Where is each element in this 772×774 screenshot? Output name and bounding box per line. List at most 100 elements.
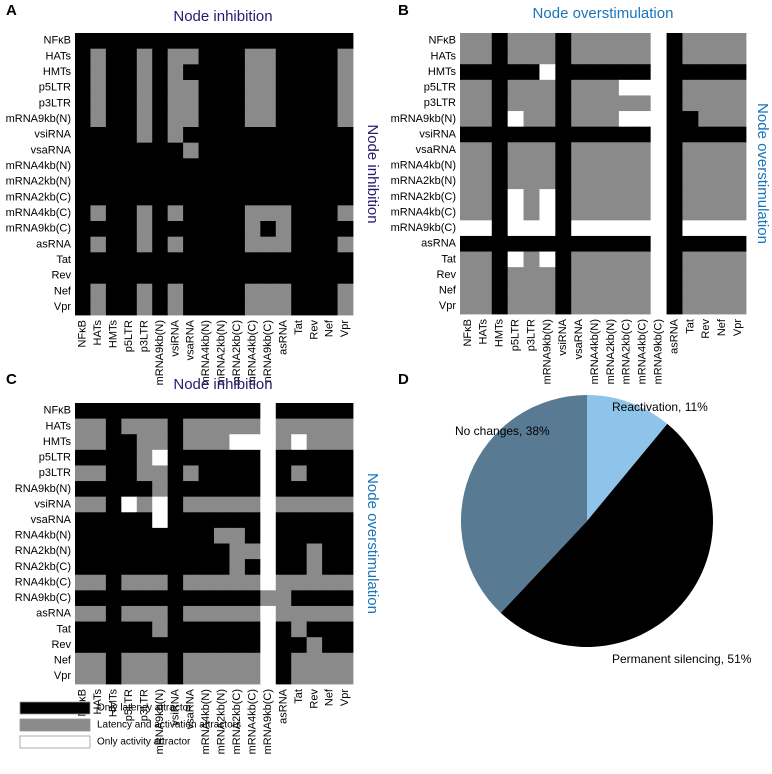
cell xyxy=(90,434,107,451)
cell xyxy=(198,527,215,544)
cell xyxy=(291,158,308,175)
cell xyxy=(167,543,184,560)
cell xyxy=(291,590,308,607)
cell xyxy=(229,590,246,607)
cell xyxy=(539,173,556,190)
cell xyxy=(152,95,169,112)
y-tick-label: mRNA9kb(N) xyxy=(6,113,71,125)
cell xyxy=(523,204,540,221)
cell xyxy=(167,236,184,253)
cell xyxy=(714,189,731,206)
cell xyxy=(491,48,509,65)
cell xyxy=(306,189,323,206)
cell xyxy=(105,590,122,607)
cell xyxy=(682,267,699,284)
cell xyxy=(90,403,107,420)
y-tick-label: RNA4kb(N) xyxy=(15,530,71,542)
cell xyxy=(322,652,338,669)
cell xyxy=(260,481,277,498)
cell xyxy=(603,235,620,252)
cell xyxy=(121,590,138,607)
cell xyxy=(618,95,636,112)
cell xyxy=(214,652,230,669)
y-tick-label: vsaRNA xyxy=(416,144,457,156)
cell xyxy=(75,268,91,285)
x-tick-label: vsiRNA xyxy=(557,318,569,355)
cell xyxy=(618,157,636,174)
cell xyxy=(214,205,230,222)
cell xyxy=(714,111,731,128)
legend-swatch xyxy=(19,735,91,749)
cell xyxy=(75,574,91,591)
cell xyxy=(229,637,246,654)
cell xyxy=(475,111,493,128)
cell xyxy=(306,48,323,65)
cell xyxy=(183,142,199,159)
cell xyxy=(306,512,323,529)
cell xyxy=(571,142,588,159)
pie-slice xyxy=(500,423,713,647)
cell xyxy=(571,173,588,190)
cell xyxy=(730,33,747,50)
cell xyxy=(555,48,572,65)
x-tick-label: HATs xyxy=(478,319,490,345)
cell xyxy=(105,64,122,81)
cell xyxy=(167,64,184,81)
x-tick-label: nRNA9kb(C) xyxy=(262,320,274,382)
cell xyxy=(260,48,277,65)
cell xyxy=(229,299,246,316)
cell xyxy=(291,236,308,253)
cell xyxy=(214,268,230,285)
x-tick-label: HMTs xyxy=(108,689,120,718)
cell xyxy=(682,126,699,143)
cell xyxy=(698,48,715,65)
cell xyxy=(460,142,477,159)
cell xyxy=(539,220,556,237)
cell xyxy=(714,235,731,252)
cell xyxy=(136,434,153,451)
cell xyxy=(730,189,747,206)
cell xyxy=(618,220,636,237)
cell xyxy=(555,173,572,190)
cell xyxy=(167,283,184,300)
cell xyxy=(275,574,292,591)
cell xyxy=(682,220,699,237)
cell xyxy=(291,205,308,222)
cell xyxy=(475,33,493,50)
cell xyxy=(337,418,354,435)
cell xyxy=(260,527,277,544)
cell xyxy=(322,299,338,316)
cell xyxy=(539,282,556,299)
cell xyxy=(214,403,230,420)
cell xyxy=(322,142,338,159)
cell xyxy=(183,559,199,576)
cell xyxy=(75,668,91,685)
cell xyxy=(634,64,652,81)
y-tick-label: p3LTR xyxy=(39,467,71,479)
cell xyxy=(460,33,477,50)
cell xyxy=(121,512,138,529)
cell xyxy=(291,481,308,498)
cell xyxy=(337,299,354,316)
cell xyxy=(306,434,323,451)
cell xyxy=(183,268,199,285)
cell xyxy=(634,79,652,96)
cell xyxy=(322,403,338,420)
cell xyxy=(121,527,138,544)
cell xyxy=(714,142,731,159)
cell xyxy=(571,235,588,252)
cell xyxy=(260,434,277,451)
cell xyxy=(714,282,731,299)
cell xyxy=(229,434,246,451)
slice-label: Permanent silencing, 51% xyxy=(612,652,752,666)
cell xyxy=(587,48,604,65)
cell xyxy=(291,252,308,269)
cell xyxy=(90,189,107,206)
x-tick-label: vsaRNA xyxy=(185,688,197,729)
cell xyxy=(75,512,91,529)
cell xyxy=(571,267,588,284)
cell xyxy=(75,527,91,544)
cell xyxy=(136,142,153,159)
cell xyxy=(214,527,230,544)
x-tick-label: Vpr xyxy=(732,319,744,336)
